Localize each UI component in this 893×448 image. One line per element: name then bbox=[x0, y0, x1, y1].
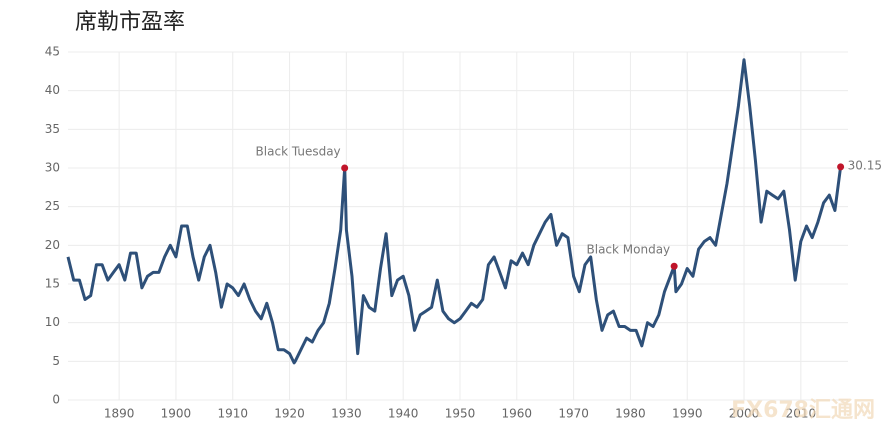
x-tick-label: 1900 bbox=[161, 407, 192, 421]
y-tick-label: 40 bbox=[45, 83, 60, 97]
y-tick-label: 5 bbox=[52, 354, 60, 368]
y-tick-label: 0 bbox=[52, 393, 60, 407]
y-tick-label: 45 bbox=[45, 45, 60, 59]
x-tick-label: 1980 bbox=[615, 407, 646, 421]
annotation: Black Monday bbox=[587, 243, 671, 257]
y-tick-label: 30 bbox=[45, 161, 60, 175]
highlight-point bbox=[837, 163, 845, 171]
y-tick-label: 10 bbox=[45, 315, 60, 329]
y-tick-label: 35 bbox=[45, 122, 60, 136]
end-label: 30.15 bbox=[848, 158, 882, 172]
x-tick-label: 1910 bbox=[217, 407, 248, 421]
x-tick-label: 1990 bbox=[672, 407, 703, 421]
y-tick-label: 25 bbox=[45, 199, 60, 213]
annotation: Black Tuesday bbox=[256, 145, 341, 159]
watermark: FX678汇通网 bbox=[731, 398, 875, 423]
x-tick-label: 1940 bbox=[388, 407, 419, 421]
x-tick-label: 2010 bbox=[786, 407, 817, 421]
y-tick-label: 20 bbox=[45, 238, 60, 252]
line bbox=[66, 58, 843, 365]
x-tick-label: 1970 bbox=[558, 407, 589, 421]
x-tick-label: 1920 bbox=[274, 407, 305, 421]
x-tick-label: 1890 bbox=[104, 407, 135, 421]
chart-title: 席勒市盈率 bbox=[75, 10, 185, 35]
x-tick-label: 1950 bbox=[445, 407, 476, 421]
y-tick-label: 15 bbox=[45, 277, 60, 291]
x-tick-label: 1960 bbox=[502, 407, 533, 421]
x-tick-label: 2000 bbox=[729, 407, 760, 421]
highlight-point bbox=[341, 164, 349, 172]
highlight-point bbox=[670, 262, 678, 270]
x-tick-label: 1930 bbox=[331, 407, 362, 421]
